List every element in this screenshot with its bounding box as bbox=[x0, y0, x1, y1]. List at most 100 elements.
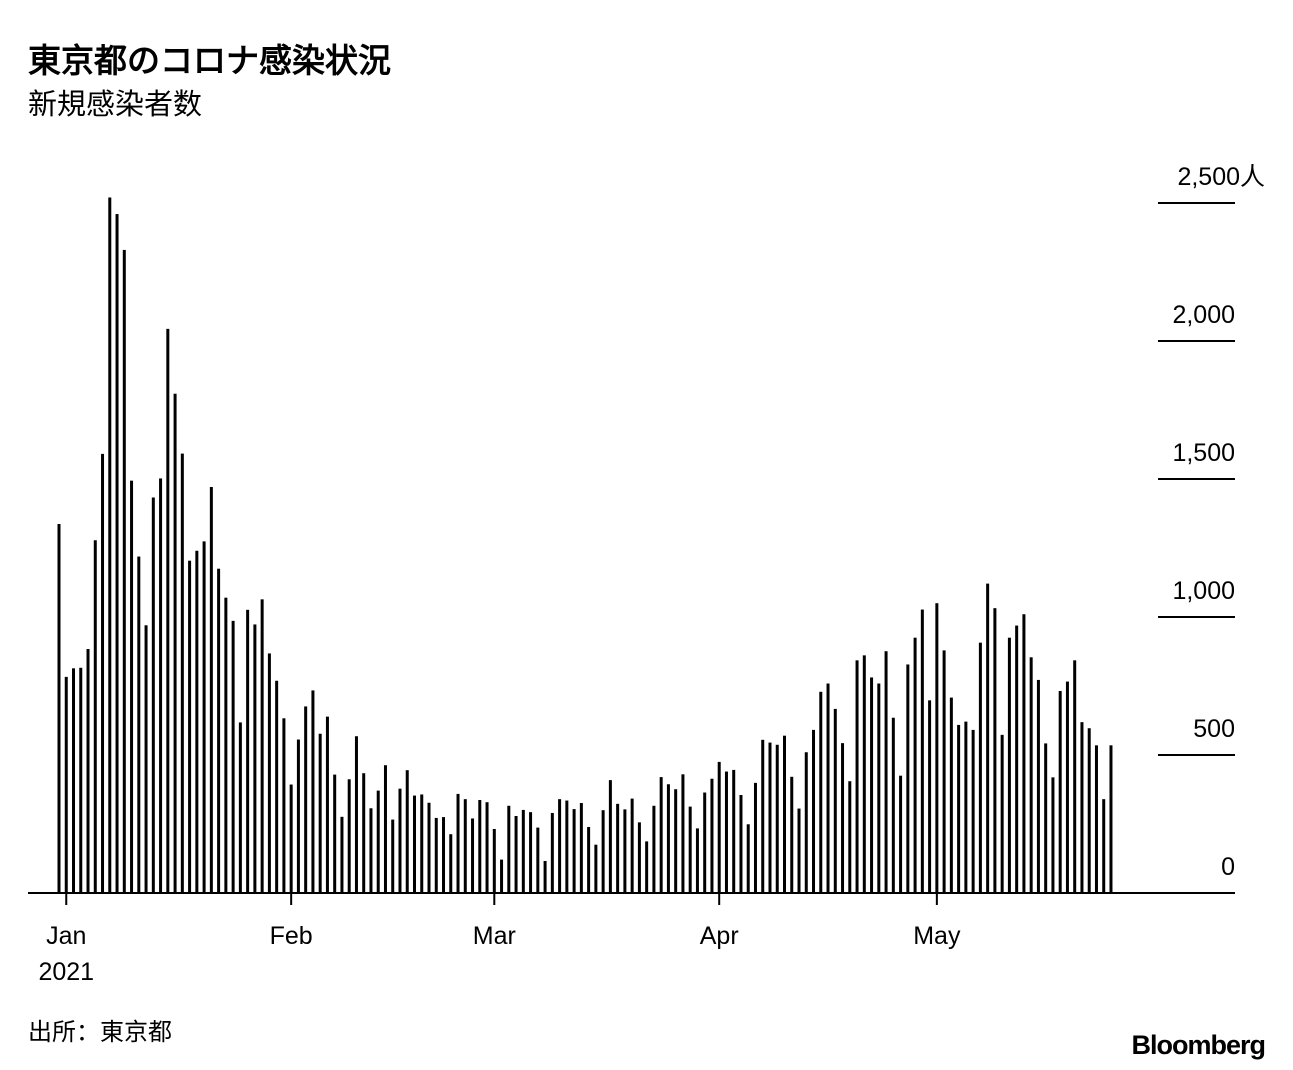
bar bbox=[688, 806, 692, 893]
bar bbox=[1080, 722, 1084, 893]
bar bbox=[231, 620, 235, 893]
bar bbox=[928, 700, 932, 893]
bar bbox=[870, 677, 874, 893]
bar bbox=[949, 697, 953, 893]
x-tick-label: Jan bbox=[46, 922, 86, 950]
bar bbox=[420, 794, 424, 893]
bar bbox=[275, 680, 279, 893]
bar bbox=[333, 774, 337, 893]
bar bbox=[790, 776, 794, 893]
bar bbox=[993, 608, 997, 893]
bar bbox=[347, 779, 351, 893]
bar bbox=[797, 808, 801, 893]
source-note: 出所：東京都 bbox=[28, 1019, 172, 1046]
bar bbox=[492, 828, 496, 893]
bar bbox=[267, 653, 271, 893]
bar bbox=[1044, 743, 1048, 893]
bar bbox=[601, 810, 605, 893]
bar bbox=[289, 784, 293, 893]
bar bbox=[398, 788, 402, 893]
bar bbox=[376, 790, 380, 893]
bar bbox=[434, 817, 438, 893]
y-tick-label: 500 bbox=[1193, 715, 1235, 743]
bar bbox=[920, 609, 924, 893]
bar bbox=[238, 722, 242, 893]
bar bbox=[732, 769, 736, 893]
bar bbox=[637, 822, 641, 893]
bar bbox=[848, 781, 852, 893]
bar bbox=[1073, 660, 1077, 893]
bar bbox=[1087, 728, 1091, 893]
bar bbox=[282, 718, 286, 893]
x-tick-label: Feb bbox=[270, 922, 313, 950]
x-tick-label: Apr bbox=[700, 922, 739, 950]
bar bbox=[1007, 637, 1011, 893]
bar bbox=[674, 789, 678, 893]
bar bbox=[514, 815, 518, 893]
bar bbox=[500, 859, 504, 893]
bar bbox=[558, 799, 562, 893]
bar bbox=[819, 691, 823, 893]
bar bbox=[884, 651, 888, 893]
y-tick-label: 2,000 bbox=[1172, 301, 1235, 329]
bar bbox=[550, 812, 554, 893]
bar bbox=[311, 690, 315, 893]
bar bbox=[151, 497, 155, 893]
bar bbox=[296, 739, 300, 893]
bar bbox=[521, 809, 525, 893]
bar bbox=[1036, 679, 1040, 893]
bar bbox=[1051, 777, 1055, 893]
bar bbox=[405, 770, 409, 893]
bar bbox=[1022, 614, 1026, 893]
bar bbox=[318, 733, 322, 893]
bar bbox=[130, 480, 134, 893]
bar bbox=[710, 778, 714, 893]
bar bbox=[325, 716, 329, 893]
bar bbox=[957, 724, 961, 893]
bar bbox=[536, 827, 540, 893]
bar bbox=[724, 771, 728, 893]
bar bbox=[659, 777, 663, 893]
bar bbox=[115, 214, 119, 894]
bar bbox=[383, 765, 387, 893]
bar bbox=[1015, 625, 1019, 893]
bar bbox=[253, 624, 257, 893]
bar bbox=[899, 775, 903, 893]
bar bbox=[579, 803, 583, 893]
bar bbox=[623, 809, 627, 893]
x-tick-label: Mar bbox=[473, 922, 516, 950]
bar bbox=[412, 795, 416, 893]
bar bbox=[471, 818, 475, 893]
bar bbox=[456, 793, 460, 893]
bar bbox=[354, 736, 358, 893]
bar bbox=[180, 453, 184, 893]
y-tick-label: 2,500人 bbox=[1177, 163, 1265, 191]
bar bbox=[195, 550, 199, 893]
x-year-label: 2021 bbox=[38, 958, 94, 986]
bar bbox=[746, 824, 750, 893]
bar bbox=[202, 541, 206, 893]
bar bbox=[529, 812, 533, 893]
bar bbox=[427, 802, 431, 893]
bar bbox=[862, 655, 866, 893]
brand-logo: Bloomberg bbox=[1131, 1030, 1265, 1060]
bar bbox=[826, 683, 830, 893]
bar bbox=[144, 625, 148, 893]
bar bbox=[565, 800, 569, 893]
bar bbox=[485, 802, 489, 893]
bar bbox=[442, 817, 446, 893]
x-tick-label: May bbox=[913, 922, 961, 950]
bar bbox=[463, 799, 467, 893]
bar bbox=[1065, 681, 1069, 893]
bar bbox=[587, 827, 591, 893]
bar bbox=[1094, 745, 1098, 893]
bar bbox=[93, 540, 97, 893]
bar bbox=[841, 743, 845, 893]
bar bbox=[681, 774, 685, 893]
bar bbox=[775, 744, 779, 893]
bar bbox=[362, 773, 366, 893]
bar bbox=[652, 805, 656, 893]
bar bbox=[942, 650, 946, 893]
bar bbox=[608, 780, 612, 893]
